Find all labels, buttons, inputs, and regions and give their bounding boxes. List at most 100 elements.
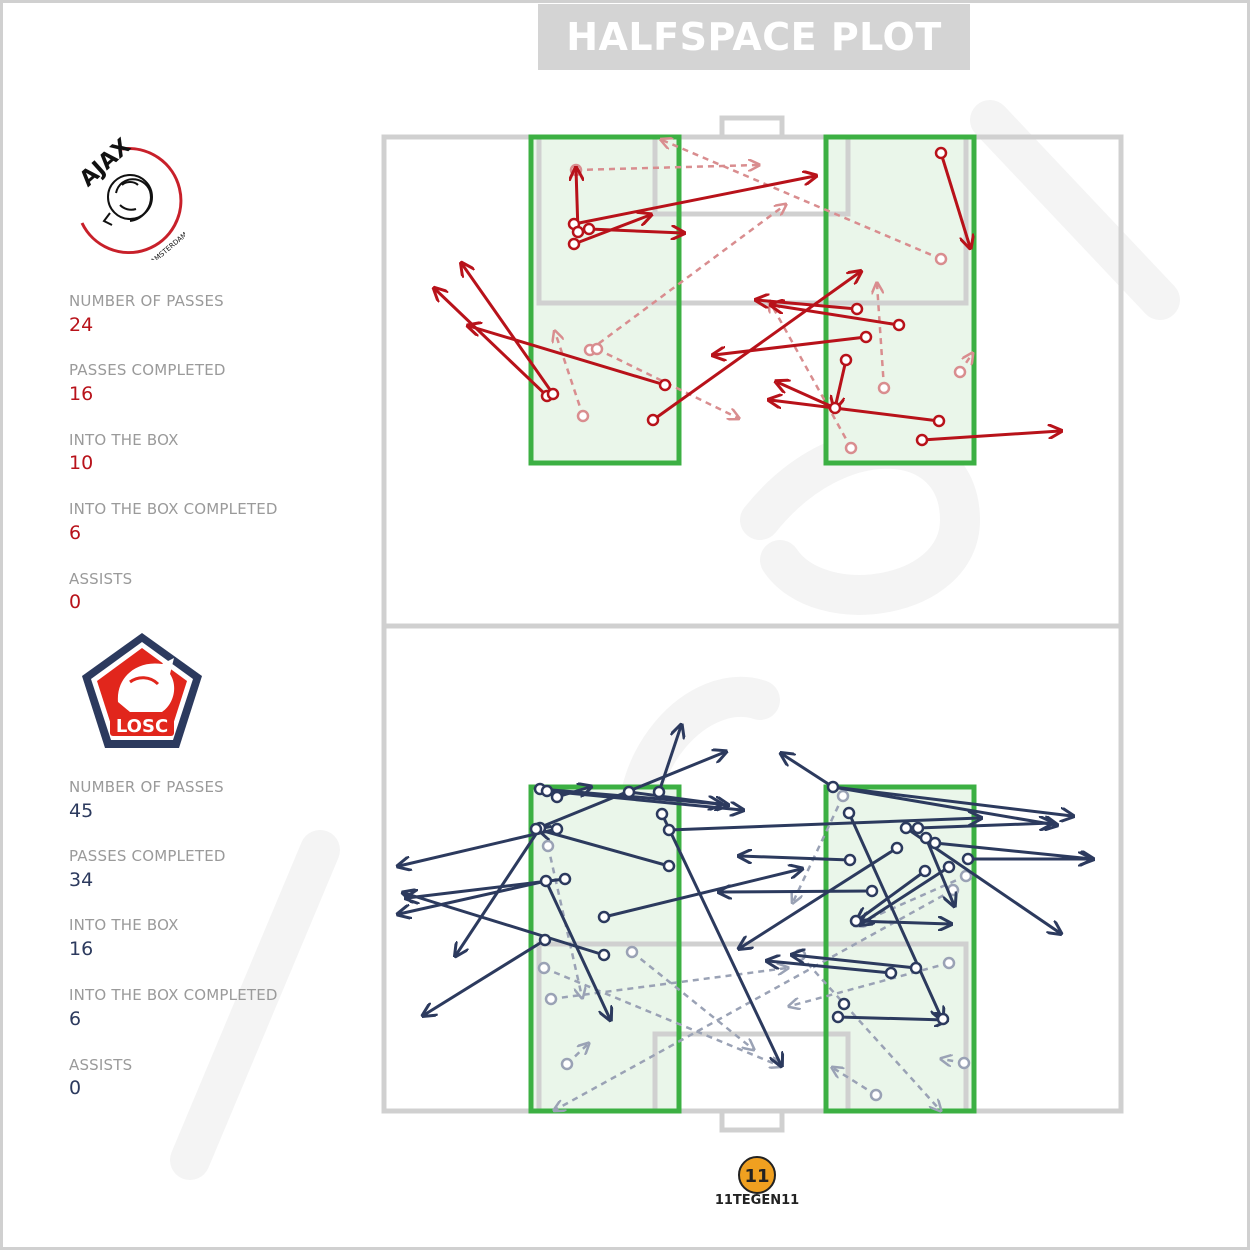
away-pass [543,966,780,1066]
away-stat-value-completed: 34 [69,869,94,891]
away-stat-value-passes: 45 [69,800,94,822]
home-pass-origin [658,378,672,392]
home-stat-label-into-box: INTO THE BOX [69,431,179,449]
away-stat-label-into-box-completed: INTO THE BOX COMPLETED [69,986,278,1004]
home-pass-origin [844,441,858,455]
away-stat-label-completed: PASSES COMPLETED [69,847,226,865]
home-pass-origin [582,222,596,236]
away-pass-origin [652,785,666,799]
away-pass [720,891,873,892]
away-pass-origin [560,1057,574,1071]
away-pass [861,865,950,924]
home-pass [462,264,555,395]
away-pass-origin [918,864,932,878]
away-pass [782,754,834,789]
home-stat-value-into-box: 10 [69,452,94,474]
home-stat-value-into-box-completed: 6 [69,522,82,544]
away-pass-origin [622,785,636,799]
away-pass-origin [942,956,956,970]
home-pass [652,272,860,422]
losc-logo: LOSC [82,633,202,748]
home-stat-value-completed: 16 [69,383,94,405]
away-pass-origin [909,961,923,975]
home-pass [777,382,836,410]
away-pass-origin [843,853,857,867]
away-pass-origin [662,859,676,873]
away-pass-origin [538,933,552,947]
brand-badge-icon: 11 [738,1156,776,1194]
away-pass-origin [957,1056,971,1070]
away-pass-origin [911,821,925,835]
away-pass [544,880,610,1019]
away-pass-origin [842,806,856,820]
home-stat-label-passes: NUMBER OF PASSES [69,292,224,310]
pitch-lines [381,115,1124,1133]
home-stat-value-assists: 0 [69,591,82,613]
away-pass [404,893,605,957]
away-pass [628,790,727,805]
home-pass-origin [839,353,853,367]
away-pass-origin [550,822,564,836]
away-pass [555,888,954,1110]
away-pass-origin [961,852,975,866]
home-pass-origin [932,414,946,428]
home-pass-origin [934,252,948,266]
away-pass-origin [540,784,554,798]
away-pass-origin [597,948,611,962]
losc-logo-text: LOSC [116,716,168,737]
home-pass-origin [934,146,948,160]
home-pass-origin [877,381,891,395]
away-pass [793,795,845,902]
away-stat-value-assists: 0 [69,1077,82,1099]
home-pass [939,152,970,247]
away-completed-origins [529,780,975,1026]
away-pass-origin [597,910,611,924]
ajax-logo: AJAX AMSTERDAM [75,135,185,260]
away-pass [917,823,1051,828]
away-pass [540,830,670,868]
home-pass-origin [892,318,906,332]
away-pass [740,846,898,948]
home-completed-passes [435,152,1060,442]
home-pass-origin [546,387,560,401]
home-stat-label-assists: ASSISTS [69,570,133,588]
away-pass [855,921,950,924]
home-pass [770,302,853,449]
home-pass-origin [576,409,590,423]
away-pass [837,1017,946,1020]
home-pass-origin [953,365,967,379]
home-completed-origins [540,146,948,447]
away-pass [660,813,781,1065]
home-pass [555,332,585,417]
away-pass [668,818,980,832]
away-pass-origin [890,841,904,855]
away-pass-origin [625,945,639,959]
away-pass-origin [919,831,933,845]
home-pass [588,229,683,233]
home-pass [469,326,666,387]
home-pass [575,165,758,170]
away-pass-origin [529,822,543,836]
away-pass-origin [550,790,564,804]
away-pass-origin [541,839,555,853]
away-pass-origin [884,966,898,980]
away-pass-origin [836,789,850,803]
home-pass [714,335,867,355]
away-pass-origin [849,914,863,928]
away-pass [657,726,681,793]
away-pass [832,785,1056,825]
away-stat-label-passes: NUMBER OF PASSES [69,778,224,796]
home-stat-label-into-box-completed: INTO THE BOX COMPLETED [69,500,278,518]
away-pass-origin [655,807,669,821]
away-pass-origin [928,836,942,850]
title-banner: HALFSPACE PLOT [538,4,970,70]
home-pass [435,289,549,398]
home-pass-origin [567,237,581,251]
home-pass-origin [859,330,873,344]
away-pass [847,812,942,1019]
home-pass [772,305,900,327]
away-pass [399,827,558,866]
home-pass [921,431,1060,442]
home-pass [770,400,940,423]
